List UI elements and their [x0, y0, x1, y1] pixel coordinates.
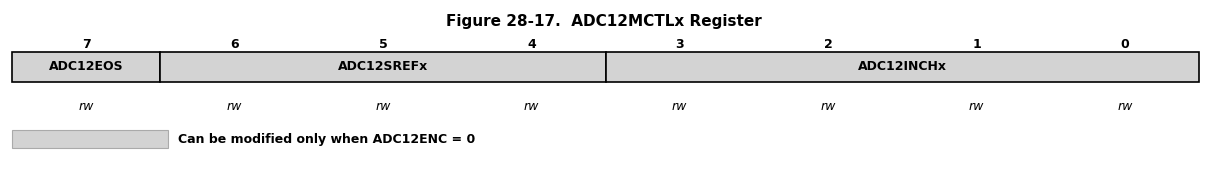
- Text: ADC12SREFx: ADC12SREFx: [338, 60, 428, 73]
- Text: rw: rw: [821, 100, 835, 113]
- Text: 3: 3: [676, 38, 684, 51]
- Text: 1: 1: [972, 38, 981, 51]
- Text: rw: rw: [672, 100, 687, 113]
- Text: 0: 0: [1120, 38, 1130, 51]
- Text: rw: rw: [1118, 100, 1132, 113]
- Text: ADC12INCHx: ADC12INCHx: [858, 60, 946, 73]
- Text: rw: rw: [78, 100, 94, 113]
- Text: rw: rw: [524, 100, 540, 113]
- Text: rw: rw: [375, 100, 391, 113]
- Text: rw: rw: [227, 100, 243, 113]
- Text: 5: 5: [379, 38, 387, 51]
- Text: Can be modified only when ADC12ENC = 0: Can be modified only when ADC12ENC = 0: [177, 132, 476, 146]
- Text: 4: 4: [527, 38, 536, 51]
- Text: 7: 7: [82, 38, 91, 51]
- Bar: [606, 52, 1199, 82]
- Bar: [161, 52, 606, 82]
- Bar: [12, 130, 168, 148]
- Text: rw: rw: [969, 100, 984, 113]
- Text: 6: 6: [231, 38, 239, 51]
- Text: 2: 2: [823, 38, 833, 51]
- Text: Figure 28-17.  ADC12MCTLx Register: Figure 28-17. ADC12MCTLx Register: [445, 14, 762, 29]
- Bar: [12, 52, 161, 82]
- Text: ADC12EOS: ADC12EOS: [48, 60, 123, 73]
